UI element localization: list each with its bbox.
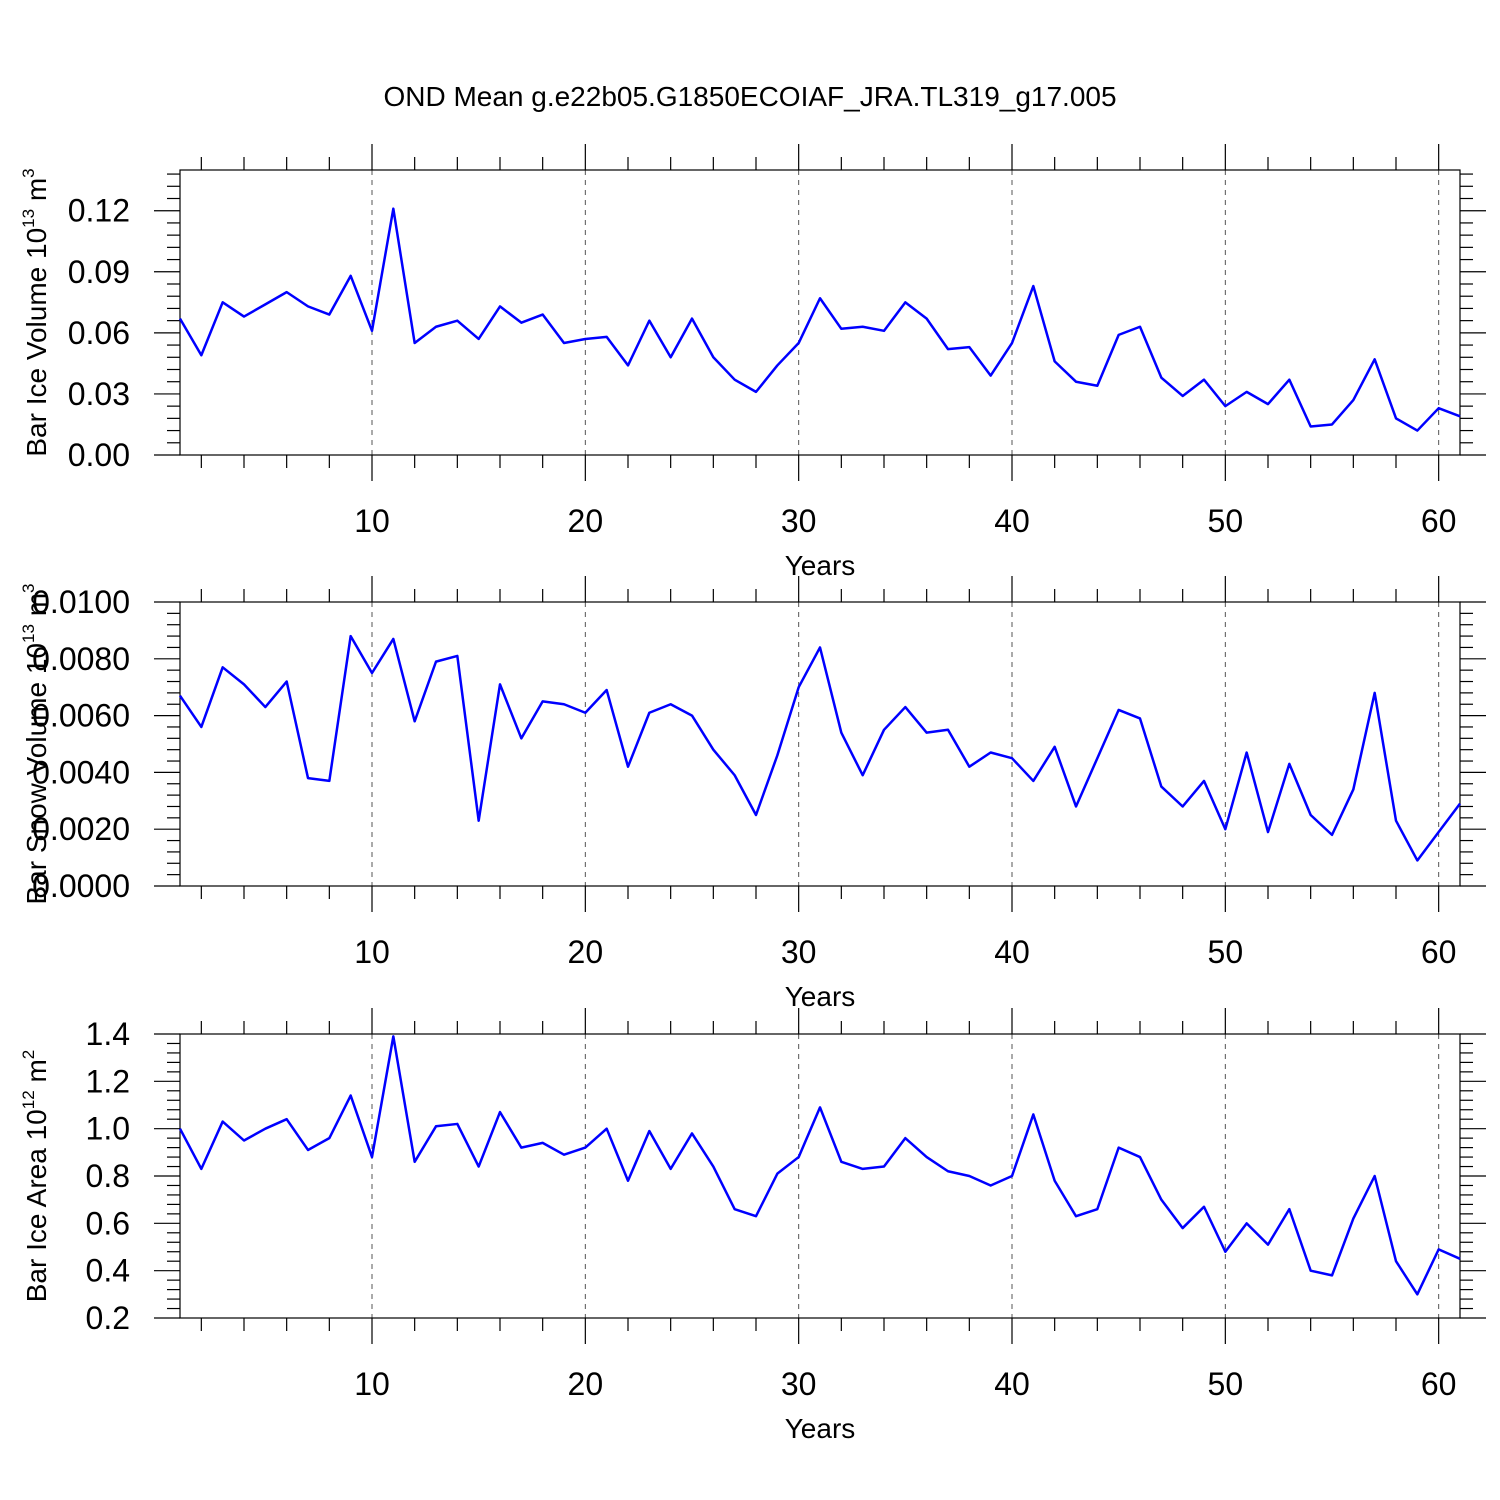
y-tick-label: 0.0020: [32, 811, 130, 847]
y-axis-label-exponent: 13: [19, 209, 38, 228]
x-tick-label: 30: [781, 1366, 817, 1402]
y-tick-label: 1.4: [86, 1016, 130, 1052]
series-line: [178, 1035, 1461, 1296]
y-axis-label-exponent: 13: [19, 624, 38, 643]
y-axis-label-unit: m: [21, 1059, 52, 1090]
y-tick-label: 1.2: [86, 1063, 130, 1099]
y-tick-label: 0.06: [68, 315, 130, 351]
x-tick-label: 50: [1208, 934, 1244, 970]
y-axis-label: Bar Snow Volume 1013 m3: [19, 584, 52, 905]
chart-panel-3: 10 20 30 40 50 60 Years 0.2 0.4 0.6 0.8 1.0 1.2 1.4 Ba…: [19, 1008, 1486, 1444]
y-tick-label: 0.0060: [32, 698, 130, 734]
x-tick-label: 40: [994, 934, 1030, 970]
figure-title: OND Mean g.e22b05.G1850ECOIAF_JRA.TL319_…: [383, 81, 1116, 112]
y-tick-label: 0.6: [86, 1205, 130, 1241]
x-tick-label: 20: [568, 934, 604, 970]
x-tick-label: 10: [354, 1366, 390, 1402]
x-tick-label: 10: [354, 503, 390, 539]
plot-frame: [179, 169, 1461, 456]
plot-frame: [179, 601, 1461, 887]
y-axis-label-unit-exponent: 3: [19, 168, 38, 177]
chart-panel-1: 10 20 30 40 50 60 Years 0.00 0.03 0.06 0.09 0.12 Bar…: [19, 144, 1486, 581]
y-axis-label-text: Bar Snow Volume 10: [21, 643, 52, 905]
x-tick-label: 50: [1208, 1366, 1244, 1402]
y-tick-label: 0.12: [68, 193, 130, 229]
y-axis-label-text: Bar Ice Area 10: [21, 1109, 52, 1302]
y-axis-label-unit: m: [21, 593, 52, 624]
y-tick-label: 0.03: [68, 376, 130, 412]
y-tick-label: 0.0100: [32, 584, 130, 620]
y-tick-label: 0.0000: [32, 868, 130, 904]
y-axis-label: Bar Ice Area 1012 m2: [19, 1050, 52, 1303]
y-tick-label: 0.09: [68, 254, 130, 290]
x-tick-label: 60: [1421, 503, 1457, 539]
x-axis-label: Years: [785, 1413, 856, 1444]
y-tick-label: 0.0080: [32, 641, 130, 677]
series-line: [178, 634, 1461, 862]
y-tick-label: 0.0040: [32, 754, 130, 790]
y-tick-label: 0.00: [68, 437, 130, 473]
series-line: [178, 207, 1461, 432]
y-axis-label-text: Bar Ice Volume 10: [21, 228, 52, 457]
x-tick-label: 30: [781, 503, 817, 539]
y-axis-label: Bar Ice Volume 1013 m3: [19, 168, 52, 456]
x-axis-label: Years: [785, 550, 856, 581]
y-tick-label: 1.0: [86, 1111, 130, 1147]
y-axis-label-unit-exponent: 3: [19, 584, 38, 593]
chart-panel-2: 10 20 30 40 50 60 Years 0.0000 0.0020 0.0040 0.006…: [19, 576, 1486, 1012]
x-tick-label: 40: [994, 503, 1030, 539]
x-tick-label: 40: [994, 1366, 1030, 1402]
x-tick-label: 60: [1421, 934, 1457, 970]
y-axis-label-unit: m: [21, 178, 52, 209]
x-tick-label: 60: [1421, 1366, 1457, 1402]
y-tick-label: 0.4: [86, 1253, 130, 1289]
x-tick-label: 50: [1208, 503, 1244, 539]
x-axis-label: Years: [785, 981, 856, 1012]
x-tick-label: 10: [354, 934, 390, 970]
panels: 10 20 30 40 50 60 Years 0.00 0.03 0.06 0.09 0.12 Bar…: [19, 144, 1486, 1444]
y-axis-label-exponent: 12: [19, 1090, 38, 1109]
y-axis-label-unit-exponent: 2: [19, 1050, 38, 1059]
x-tick-label: 30: [781, 934, 817, 970]
y-tick-label: 0.2: [86, 1300, 130, 1336]
y-tick-label: 0.8: [86, 1158, 130, 1194]
x-tick-label: 20: [568, 503, 604, 539]
x-tick-label: 20: [568, 1366, 604, 1402]
